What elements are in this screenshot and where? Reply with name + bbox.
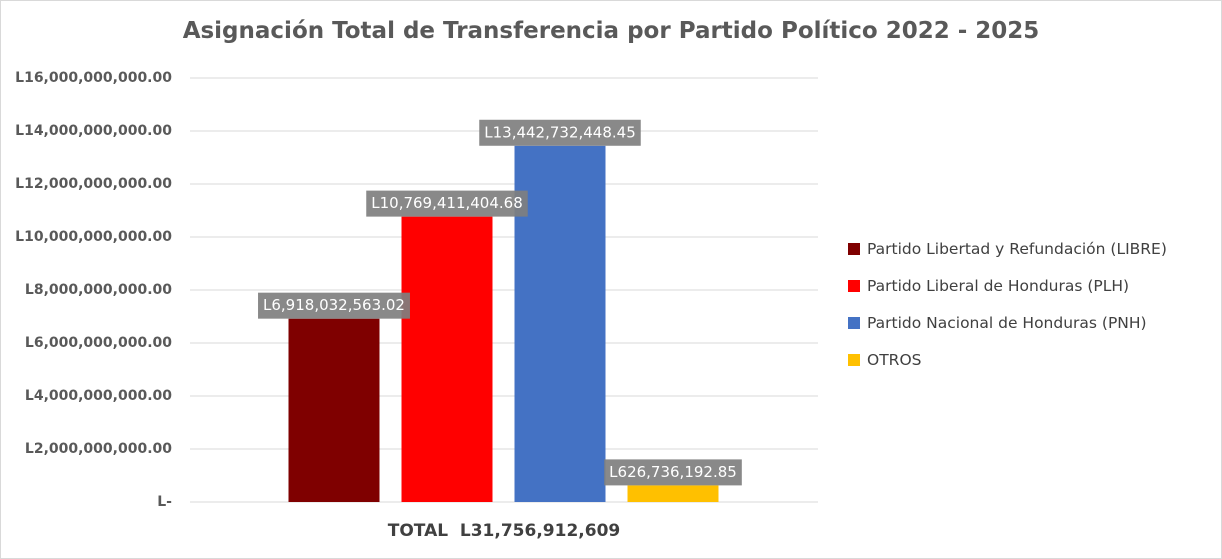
data-label-text: L13,442,732,448.45 <box>484 123 636 141</box>
y-tick-label: L4,000,000,000.00 <box>24 388 172 404</box>
legend-item: Partido Libertad y Refundación (LIBRE) <box>848 236 1167 261</box>
legend-label: Partido Nacional de Honduras (PNH) <box>867 313 1147 332</box>
data-label: L6,918,032,563.02 <box>258 292 410 319</box>
bar <box>627 485 719 502</box>
chart-title: Asignación Total de Transferencia por Pa… <box>182 18 1040 44</box>
bar <box>401 216 493 502</box>
bar <box>288 318 380 502</box>
y-tick-label: L6,000,000,000.00 <box>24 335 172 351</box>
data-label-text: L626,736,192.85 <box>609 463 737 481</box>
legend-item: Partido Liberal de Honduras (PLH) <box>848 273 1167 298</box>
data-label-box <box>366 190 528 217</box>
data-label-box <box>604 459 742 486</box>
legend-swatch <box>848 279 860 292</box>
data-label-box <box>258 292 410 319</box>
legend: Partido Libertad y Refundación (LIBRE) Pa… <box>848 236 1167 384</box>
legend-item: OTROS <box>848 347 1167 372</box>
y-tick-label: L10,000,000,000.00 <box>15 229 172 245</box>
legend-swatch <box>848 353 860 366</box>
y-tick-label: L2,000,000,000.00 <box>24 441 172 457</box>
data-label-text: L10,769,411,404.68 <box>371 194 523 212</box>
legend-swatch <box>848 242 860 255</box>
data-label-box <box>479 119 641 146</box>
data-label: L626,736,192.85 <box>604 459 742 486</box>
bar <box>514 145 606 503</box>
y-tick-label: L- <box>157 494 172 510</box>
data-label-text: L6,918,032,563.02 <box>263 296 405 314</box>
y-tick-label: L14,000,000,000.00 <box>15 123 172 139</box>
x-axis-label: TOTAL L31,756,912,609 <box>387 521 621 541</box>
y-tick-label: L12,000,000,000.00 <box>15 176 172 192</box>
data-label: L13,442,732,448.45 <box>479 119 641 146</box>
legend-item: Partido Nacional de Honduras (PNH) <box>848 310 1167 335</box>
legend-label: Partido Libertad y Refundación (LIBRE) <box>867 239 1167 258</box>
data-label: L10,769,411,404.68 <box>366 190 528 217</box>
legend-label: Partido Liberal de Honduras (PLH) <box>867 276 1130 295</box>
y-tick-label: L8,000,000,000.00 <box>24 282 172 298</box>
y-tick-label: L16,000,000,000.00 <box>15 70 172 86</box>
legend-swatch <box>848 316 860 329</box>
legend-label: OTROS <box>867 350 922 369</box>
